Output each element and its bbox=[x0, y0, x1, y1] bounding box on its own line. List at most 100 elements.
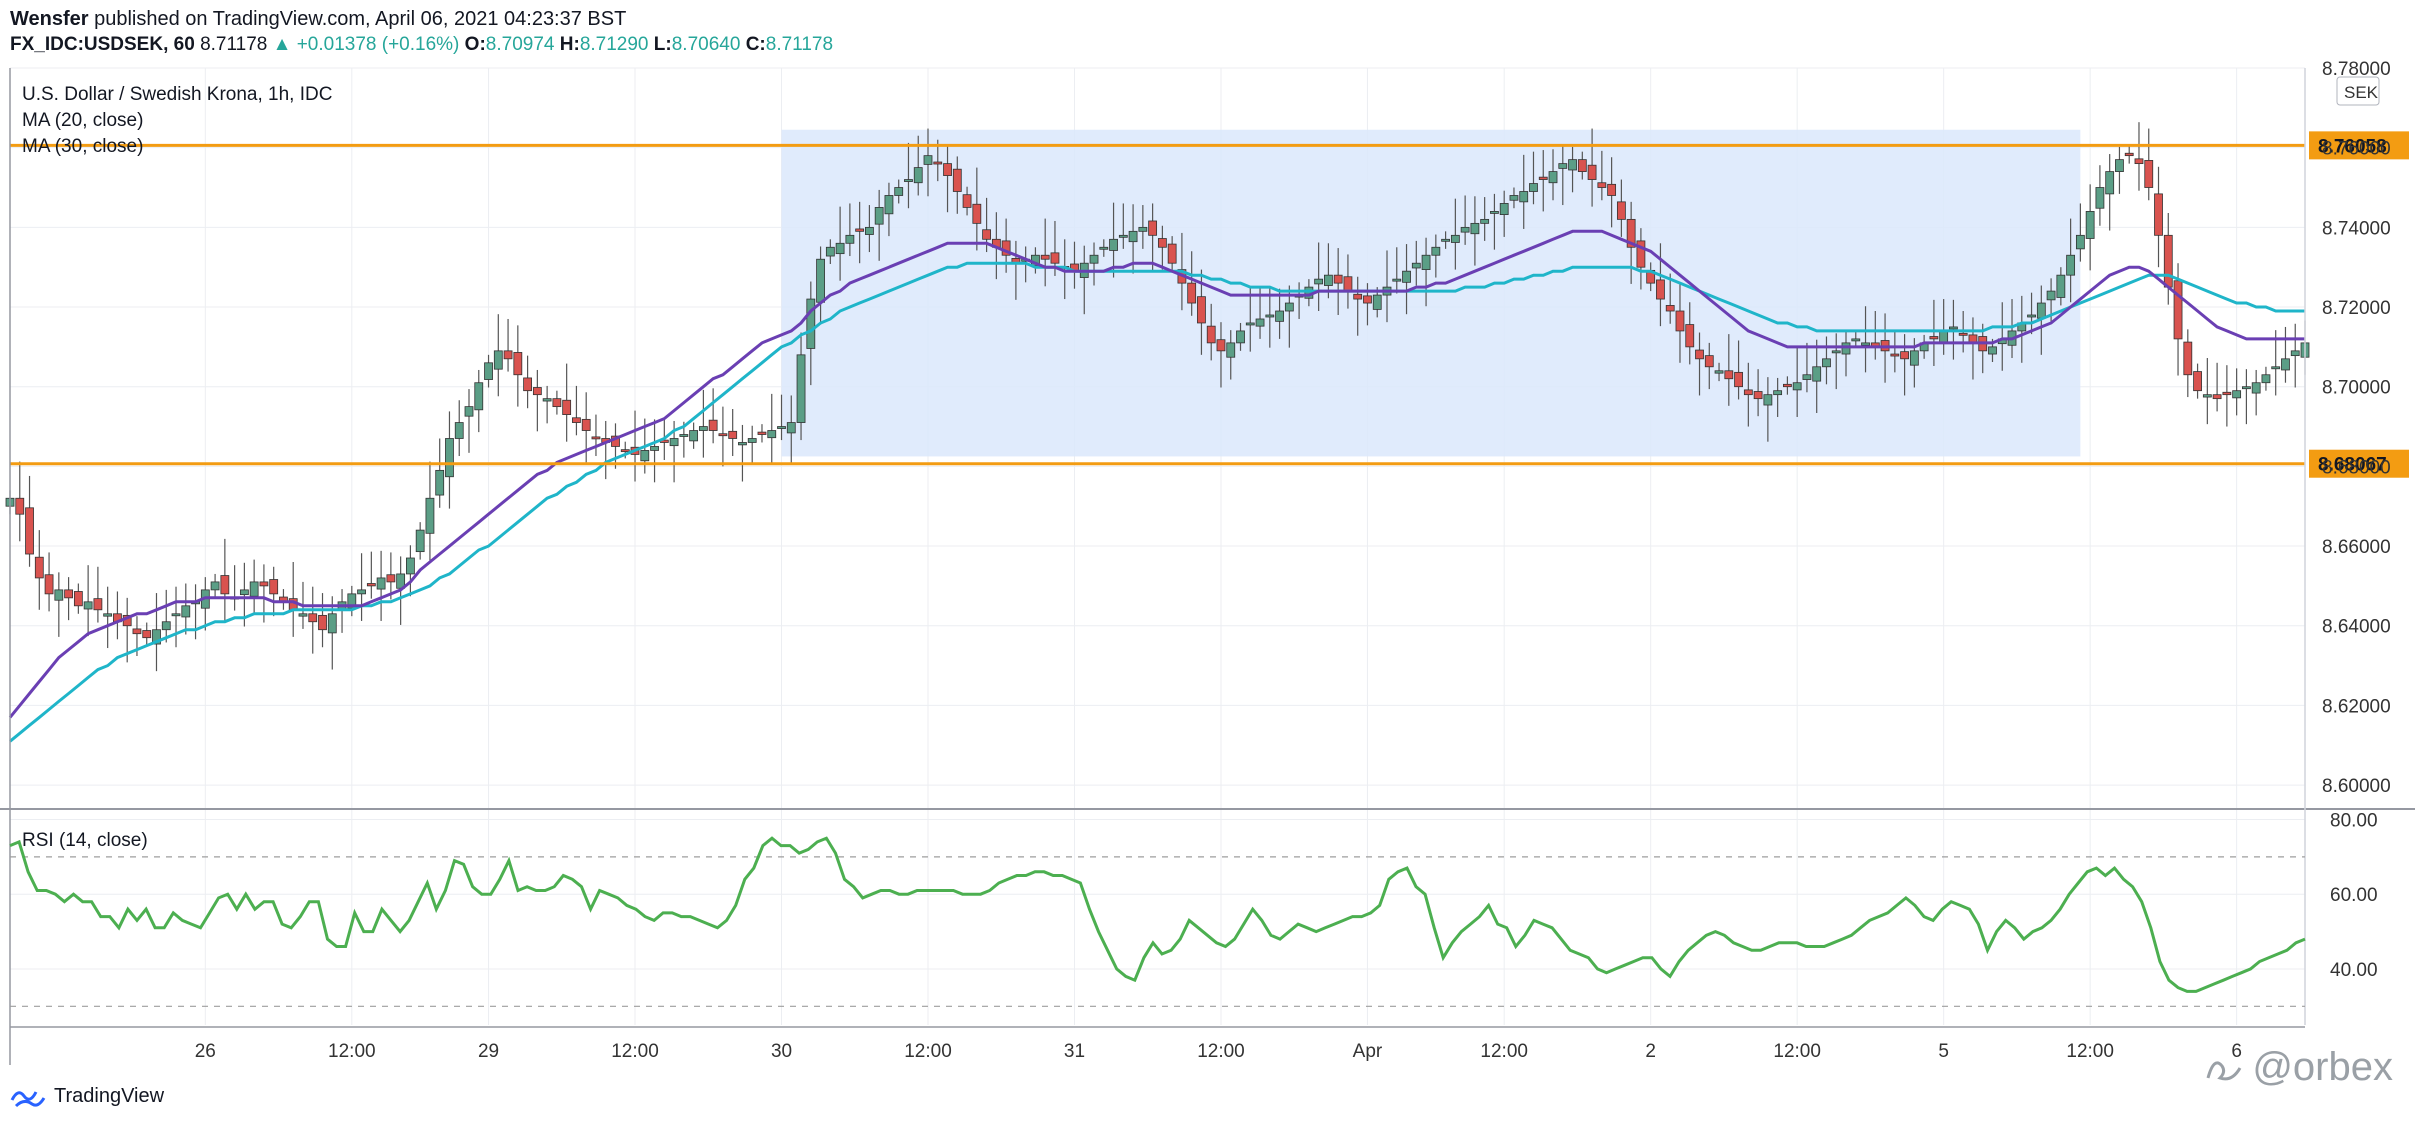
candle-body bbox=[513, 352, 523, 376]
candle-body bbox=[2144, 160, 2154, 188]
candle-body bbox=[523, 377, 532, 392]
candle-body bbox=[777, 426, 786, 429]
candle-body bbox=[2027, 314, 2036, 318]
x-tick-label: Apr bbox=[1353, 1041, 1383, 1062]
x-tick-label: 12:00 bbox=[611, 1041, 659, 1062]
candle-body bbox=[904, 179, 913, 182]
chart-title: U.S. Dollar / Swedish Krona, 1h, IDC bbox=[22, 84, 332, 105]
candle-body bbox=[2085, 211, 2095, 239]
candle-body bbox=[318, 614, 327, 631]
candle-body bbox=[1148, 220, 1158, 236]
x-tick-label: 12:00 bbox=[1480, 1041, 1528, 1062]
tradingview-brand[interactable]: TradingView bbox=[10, 1085, 164, 1108]
candle-body bbox=[2193, 371, 2202, 392]
x-tick-label: 12:00 bbox=[1197, 1041, 1245, 1062]
candle-body bbox=[1890, 353, 1900, 357]
candle-body bbox=[1714, 370, 1724, 374]
candle-body bbox=[1939, 330, 1949, 343]
candle-body bbox=[152, 629, 161, 645]
candle-body bbox=[708, 419, 718, 431]
candle-body bbox=[2036, 302, 2046, 319]
candle-body bbox=[1460, 226, 1470, 233]
candle-body bbox=[923, 155, 933, 165]
candle-body bbox=[64, 589, 73, 599]
candle-body bbox=[1841, 342, 1851, 355]
candle-body bbox=[249, 581, 259, 597]
candle-body bbox=[171, 613, 181, 617]
candle-body bbox=[679, 434, 689, 437]
candle-body bbox=[581, 418, 591, 431]
published-text: published on TradingView.com, April 06, … bbox=[94, 8, 627, 30]
candle-body bbox=[2115, 159, 2124, 172]
candle-body bbox=[816, 258, 825, 303]
candle-body bbox=[728, 430, 738, 439]
candle-body bbox=[1128, 230, 1138, 243]
candle-body bbox=[2212, 394, 2222, 400]
candle-body bbox=[806, 298, 816, 349]
currency-label: SEK bbox=[2344, 83, 2379, 102]
y-tick-label: 8.78000 bbox=[2322, 59, 2391, 80]
rsi-y-tick-label: 40.00 bbox=[2330, 960, 2378, 981]
candle-body bbox=[386, 574, 396, 583]
candle-body bbox=[474, 382, 484, 411]
candle-body bbox=[308, 613, 318, 623]
candle-body bbox=[1597, 182, 1607, 188]
candle-body bbox=[1704, 355, 1714, 368]
level-price-label: 8.68067 bbox=[2318, 455, 2387, 476]
candle-body bbox=[210, 581, 220, 591]
candle-body bbox=[1402, 270, 1411, 283]
candle-body bbox=[327, 613, 337, 634]
candle-body bbox=[1499, 203, 1509, 216]
candle-body bbox=[2163, 234, 2173, 288]
candle-body bbox=[1577, 159, 1587, 172]
rsi-line bbox=[9, 836, 2306, 993]
x-tick-label: 12:00 bbox=[1773, 1041, 1821, 1062]
candle-body bbox=[747, 438, 757, 443]
candle-body bbox=[1743, 389, 1753, 396]
candle-body bbox=[2056, 274, 2066, 298]
y-tick-label: 8.74000 bbox=[2322, 218, 2391, 239]
candle-body bbox=[2261, 374, 2271, 384]
publish-info: Wensfer published on TradingView.com, Ap… bbox=[10, 8, 626, 31]
y-tick-label: 8.68000 bbox=[2322, 457, 2391, 478]
y-tick-label: 8.66000 bbox=[2322, 537, 2391, 558]
ma20-legend: MA (20, close) bbox=[22, 110, 143, 131]
candle-body bbox=[1851, 338, 1861, 342]
candle-body bbox=[1783, 383, 1792, 388]
candle-body bbox=[132, 628, 142, 635]
candle-body bbox=[1900, 351, 1909, 360]
candle-body bbox=[2046, 290, 2056, 301]
candle-body bbox=[1167, 243, 1177, 264]
y-tick-label: 8.62000 bbox=[2322, 696, 2391, 717]
close-value: 8.71178 bbox=[765, 34, 834, 55]
candle-body bbox=[562, 399, 572, 415]
candle-body bbox=[1109, 238, 1118, 251]
candle-body bbox=[1548, 171, 1558, 184]
candle-body bbox=[445, 438, 454, 478]
rsi-y-tick-label: 60.00 bbox=[2330, 885, 2378, 906]
candle-body bbox=[1636, 240, 1646, 268]
candle-body bbox=[2281, 358, 2290, 371]
candle-body bbox=[269, 579, 279, 595]
candle-body bbox=[493, 350, 503, 370]
candle-body bbox=[15, 497, 25, 515]
x-tick-label: 6 bbox=[2231, 1041, 2242, 1062]
candle-body bbox=[2095, 187, 2105, 209]
candle-body bbox=[532, 387, 542, 396]
candle-body bbox=[1519, 191, 1529, 203]
candle-body bbox=[786, 422, 796, 434]
candle-body bbox=[874, 207, 884, 225]
candle-body bbox=[1812, 366, 1822, 382]
candle-body bbox=[2154, 193, 2163, 236]
candle-body bbox=[425, 497, 435, 534]
x-tick-label: 12:00 bbox=[904, 1041, 952, 1062]
candle-body bbox=[1558, 163, 1568, 169]
candle-body bbox=[1284, 302, 1294, 312]
candle-body bbox=[366, 583, 376, 587]
candle-body bbox=[259, 581, 269, 587]
candle-body bbox=[913, 167, 923, 184]
candle-body bbox=[1675, 310, 1685, 332]
candle-body bbox=[1724, 370, 1734, 380]
candle-body bbox=[1255, 318, 1265, 327]
